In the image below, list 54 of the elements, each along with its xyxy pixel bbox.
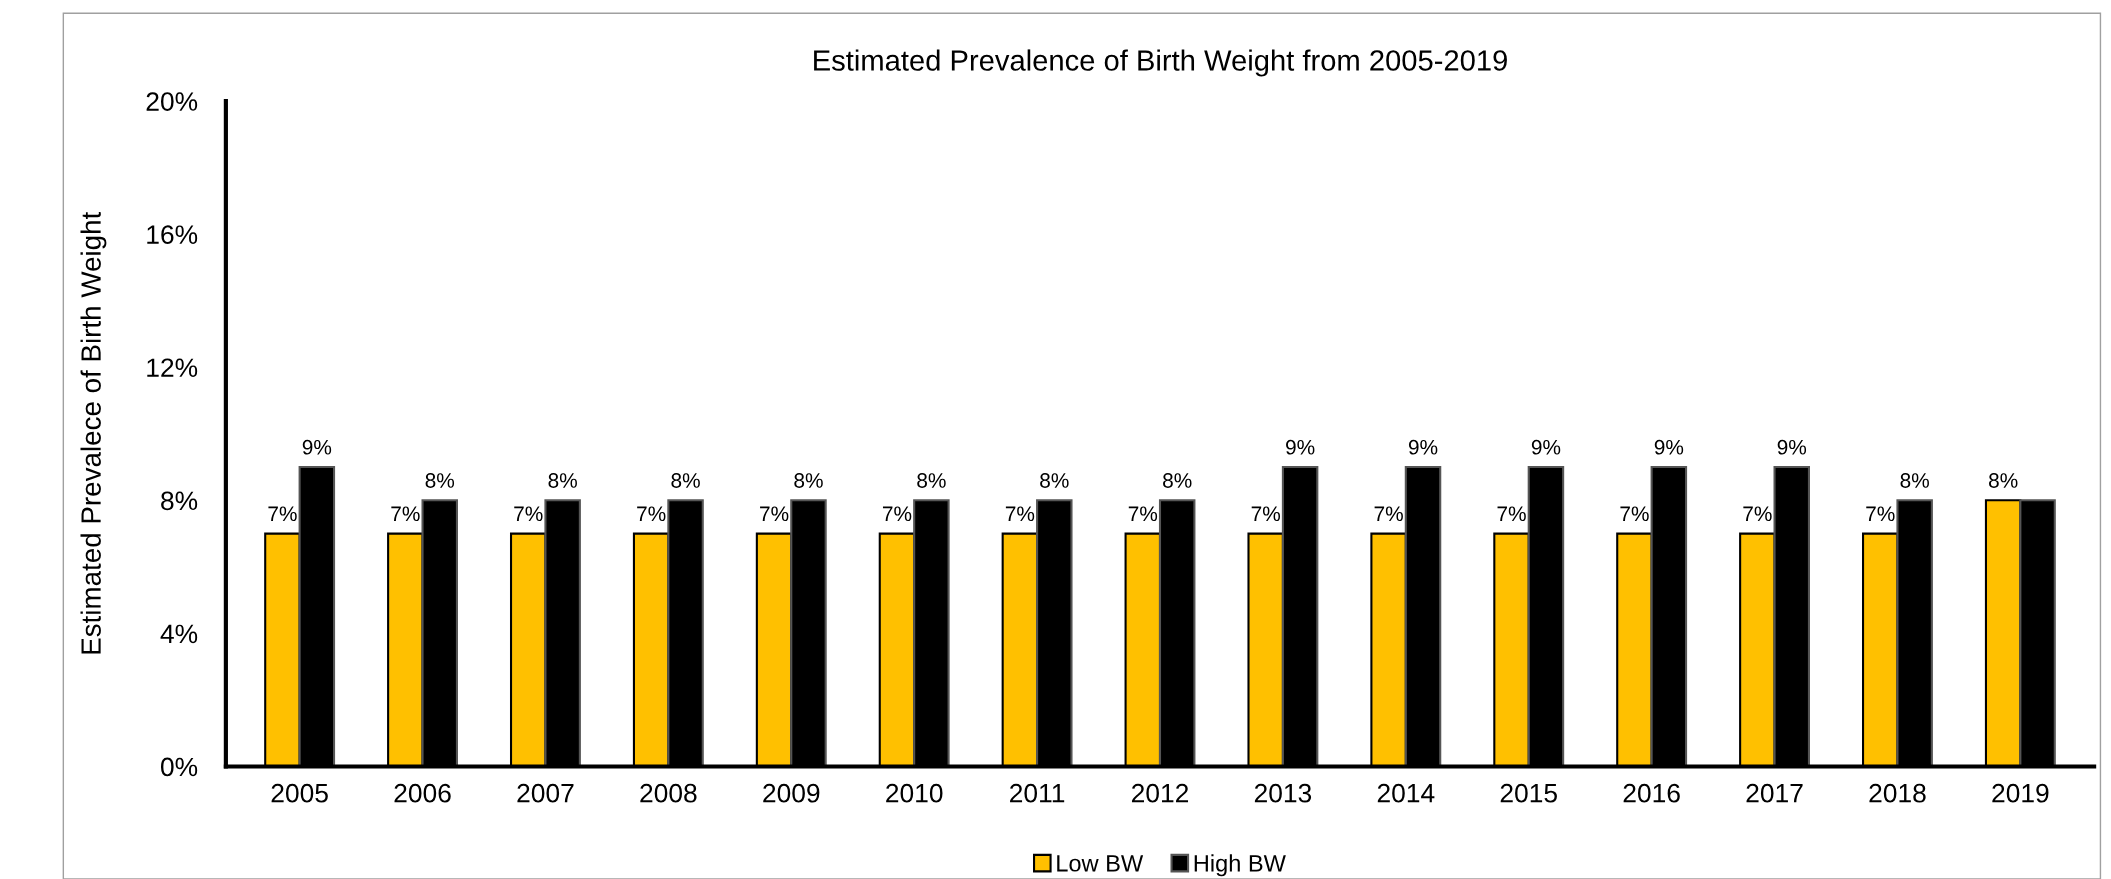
data-label: 7% [1620, 506, 1649, 522]
y-tick-label: 8% [161, 491, 198, 511]
data-label: 9% [1408, 439, 1438, 455]
data-label: 7% [391, 506, 420, 522]
data-label: 7% [1866, 506, 1895, 522]
data-label: 7% [514, 506, 543, 522]
x-tick-label: 2005 [271, 783, 328, 803]
x-tick-label: 2010 [886, 783, 943, 803]
data-label: 8% [548, 473, 577, 488]
data-label: 7% [760, 506, 789, 522]
data-label: 8% [1040, 473, 1069, 488]
data-label: 7% [1251, 506, 1281, 522]
x-tick-label: 2015 [1500, 783, 1557, 803]
x-tick-label: 2016 [1623, 783, 1680, 803]
data-label: 7% [268, 506, 297, 522]
data-label: 9% [1286, 439, 1315, 455]
x-tick-label: 2008 [640, 783, 697, 803]
y-tick-label: 4% [160, 624, 198, 644]
data-label: 8% [1900, 473, 1929, 488]
data-label: 7% [1743, 506, 1772, 522]
chart-title: Estimated Prevalence of Birth Weight from 2005-2019 [814, 49, 1507, 77]
x-tick-label: 2007 [517, 783, 574, 803]
x-tick-label: 2014 [1377, 783, 1435, 803]
data-label: 8% [671, 473, 700, 488]
data-label: 7% [1497, 506, 1526, 522]
data-label: 9% [1777, 439, 1807, 455]
x-tick-label: 2012 [1131, 783, 1189, 803]
y-axis-title: Estimated Prevalece of Birth Weight [80, 211, 107, 654]
y-tick-label: 16% [147, 225, 198, 244]
y-tick-label: 0% [160, 757, 198, 777]
y-tick-label: 20% [146, 92, 198, 111]
y-tick-label: 12% [147, 358, 198, 377]
data-label: 8% [794, 473, 823, 488]
data-label: 8% [1989, 473, 2018, 488]
data-label: 7% [1374, 506, 1403, 522]
data-label: 7% [1005, 506, 1035, 522]
data-label: 7% [1128, 506, 1158, 522]
x-tick-label: 2013 [1254, 783, 1312, 803]
legend-label: High BW [1194, 854, 1286, 877]
x-tick-label: 2017 [1746, 783, 1803, 803]
data-label: 8% [1163, 473, 1192, 488]
data-label: 8% [425, 473, 455, 488]
data-label: 7% [882, 506, 912, 522]
x-tick-label: 2019 [1992, 783, 2049, 803]
data-label: 9% [1654, 439, 1684, 455]
data-label: 9% [1531, 439, 1561, 455]
x-tick-label: 2018 [1869, 783, 1926, 803]
legend-label: Low BW [1057, 855, 1144, 872]
x-tick-label: 2006 [394, 783, 451, 803]
data-label: 7% [637, 506, 666, 522]
data-label: 8% [917, 473, 946, 488]
x-tick-label: 2009 [763, 783, 820, 803]
x-tick-label: 2011 [1010, 783, 1065, 803]
data-label: 9% [302, 439, 332, 455]
